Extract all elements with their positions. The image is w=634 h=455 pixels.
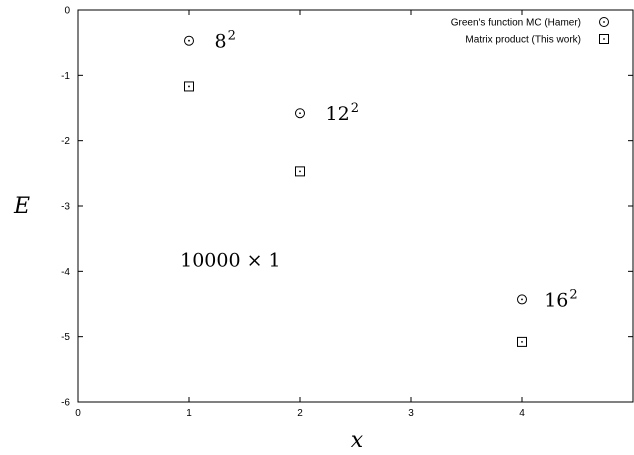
square-marker-box <box>517 336 527 347</box>
square-marker-box <box>599 34 609 44</box>
legend: Green's function MC (Hamer) Matrix produc… <box>451 17 609 46</box>
x-tick-label: 1 <box>186 408 192 419</box>
circle-marker-ring <box>517 294 527 305</box>
x-tick-label: 4 <box>519 408 525 419</box>
annotation-base: 8 <box>215 31 227 53</box>
y-tick-label: -2 <box>61 136 70 147</box>
size-annotation: 82 <box>215 29 236 53</box>
annotation-base: 12 <box>326 103 350 125</box>
circle-marker-ring <box>599 17 609 27</box>
marker-center-dot <box>188 39 190 42</box>
square-marker-box <box>184 81 194 92</box>
annotation-exponent: 2 <box>228 29 236 44</box>
matrix-product-point <box>295 166 305 177</box>
legend-marker <box>599 34 609 44</box>
marker-center-dot <box>188 85 190 88</box>
hamer-point <box>517 294 527 305</box>
annotation-base: 16 <box>544 289 568 311</box>
square-marker-box <box>295 166 305 177</box>
x-tick-label: 0 <box>75 408 81 419</box>
x-tick-label: 2 <box>297 408 303 419</box>
y-axis-title: E <box>13 194 30 219</box>
size-annotation: 10000 × 1 <box>180 250 281 272</box>
y-tick-label: -5 <box>61 332 70 343</box>
marker-center-dot <box>603 21 605 23</box>
marker-center-dot <box>299 170 301 173</box>
matrix-product-point <box>184 81 194 92</box>
y-tick-label: -4 <box>61 267 70 278</box>
x-tick-label: 3 <box>408 408 414 419</box>
hamer-point <box>295 108 305 119</box>
matrix-product-point <box>517 336 527 347</box>
tick-labels: 0 1 2 3 40-1-2-3-4-5-6 <box>61 6 525 420</box>
marker-center-dot <box>521 298 523 301</box>
marker-center-dot <box>603 38 605 40</box>
data-points <box>184 35 527 347</box>
marker-center-dot <box>521 340 523 343</box>
legend-label: Matrix product (This work) <box>465 35 581 46</box>
hamer-point <box>184 35 194 46</box>
x-axis-title: x <box>351 428 364 453</box>
y-tick-label: -3 <box>61 202 70 213</box>
plot-frame <box>77 9 634 403</box>
size-annotation: 122 <box>326 101 359 125</box>
y-tick-label: -1 <box>61 71 70 82</box>
y-tick-label: 0 <box>64 6 70 17</box>
annotation-exponent: 2 <box>569 287 577 302</box>
size-annotation: 162 <box>544 287 577 311</box>
y-tick-label: -6 <box>61 398 70 409</box>
axis-ticks <box>77 9 633 403</box>
marker-center-dot <box>299 112 301 115</box>
circle-marker-ring <box>184 35 194 46</box>
annotation-base: 10000 × 1 <box>180 250 281 272</box>
legend-label: Green's function MC (Hamer) <box>451 18 581 29</box>
legend-marker <box>599 17 609 27</box>
annotation-exponent: 2 <box>351 101 359 116</box>
circle-marker-ring <box>295 108 305 119</box>
